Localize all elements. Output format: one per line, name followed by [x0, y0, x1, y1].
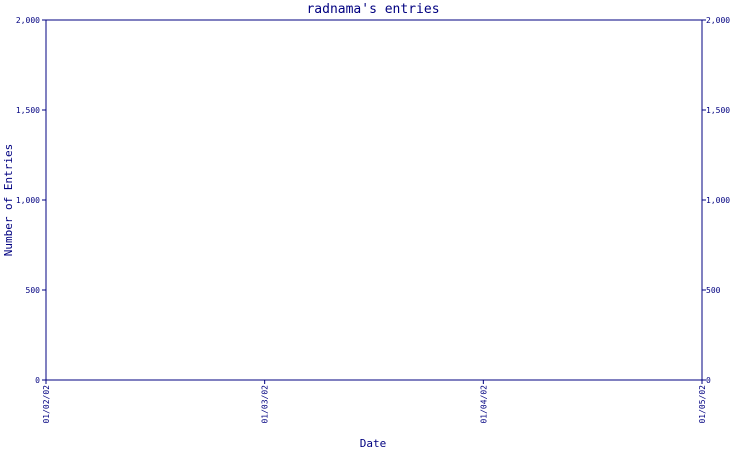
y-tick-label-right: 1,500	[706, 106, 730, 115]
y-tick-label-right: 2,000	[706, 16, 730, 25]
x-tick-label: 01/03/02	[261, 385, 270, 424]
y-tick-label-right: 0	[706, 376, 711, 385]
right-y-axis: 0 500 1,000 1,500 2,000	[702, 16, 730, 385]
x-tick-label: 01/04/02	[479, 385, 488, 424]
x-axis-title: Date	[360, 437, 387, 450]
plot-area-frame	[45, 19, 703, 381]
y-tick-label-left: 1,000	[16, 196, 40, 205]
left-y-axis: 0 500 1,000 1,500 2,000	[16, 16, 46, 385]
y-axis-title: Number of Entries	[2, 144, 15, 257]
y-tick-label-left: 2,000	[16, 16, 40, 25]
x-axis: 01/02/02 01/03/02 01/04/02 01/05/02	[42, 380, 707, 424]
x-tick-label: 01/05/02	[698, 385, 707, 424]
y-tick-label-left: 1,500	[16, 106, 40, 115]
chart-title: radnama's entries	[306, 2, 439, 17]
y-tick-label-left: 0	[35, 376, 40, 385]
y-tick-label-right: 500	[706, 286, 721, 295]
x-tick-label: 01/02/02	[42, 385, 51, 424]
y-tick-label-right: 1,000	[706, 196, 730, 205]
y-tick-label-left: 500	[26, 286, 41, 295]
